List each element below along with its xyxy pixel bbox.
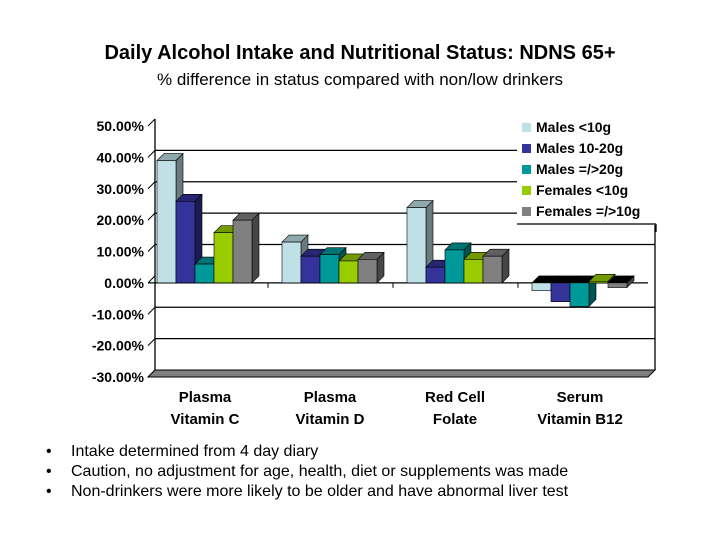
- y-tick-label: 40.00%: [97, 149, 145, 165]
- x-tick-label: Plasma: [304, 389, 357, 406]
- legend-swatch: [522, 144, 531, 153]
- notes-list: • Intake determined from 4 day diary • Cau…: [46, 442, 568, 502]
- bar-front: [357, 259, 378, 284]
- y-tick-label: 30.00%: [97, 181, 145, 197]
- y-tick-label: -10.00%: [92, 306, 145, 322]
- note-text: Intake determined from 4 day diary: [71, 443, 319, 460]
- bar-front: [482, 255, 503, 284]
- y-tick-label: -20.00%: [92, 338, 145, 354]
- x-tick-label: Folate: [433, 411, 477, 428]
- x-tick-label: Plasma: [179, 389, 232, 406]
- bar: [357, 251, 385, 284]
- legend-label: Males <10g: [536, 119, 611, 135]
- bar-front: [569, 282, 590, 307]
- bar-front: [607, 282, 628, 288]
- chart-title: Daily Alcohol Intake and Nutritional Sta…: [104, 42, 616, 64]
- bar: [588, 273, 616, 284]
- bar-front: [444, 249, 465, 284]
- bar-front: [319, 254, 340, 284]
- y-tick: [147, 118, 156, 127]
- floor: [146, 369, 657, 378]
- bar: [607, 275, 635, 289]
- x-tick-label: Vitamin D: [296, 411, 365, 428]
- legend-label: Females =/>10g: [536, 203, 640, 219]
- y-tick: [147, 150, 156, 158]
- bar-front: [300, 255, 321, 284]
- bar-front: [550, 282, 571, 303]
- bar-front: [281, 241, 302, 284]
- x-tick-label: Vitamin C: [171, 411, 240, 428]
- note-item: • Intake determined from 4 day diary: [46, 442, 568, 462]
- bar-front: [425, 266, 446, 284]
- x-tick-label: Vitamin B12: [537, 411, 623, 428]
- bar: [482, 248, 510, 284]
- legend-label: Males 10-20g: [536, 140, 623, 156]
- bar-front: [531, 282, 552, 292]
- bar: [232, 212, 260, 284]
- bar-front: [463, 259, 484, 284]
- y-tick: [147, 275, 156, 284]
- note-item: • Non-drinkers were more likely to be old…: [46, 482, 568, 502]
- legend-box: [517, 117, 656, 225]
- legend: Males <10g Males 10-20g Males =/>20g Female…: [517, 117, 657, 232]
- bar-front: [406, 207, 427, 284]
- bar-front: [232, 219, 253, 284]
- legend-label: Females <10g: [536, 182, 628, 198]
- bar: [175, 193, 203, 284]
- bullet: •: [46, 463, 52, 480]
- bar-front: [338, 260, 359, 284]
- y-tick-label: 10.00%: [97, 244, 145, 260]
- legend-swatch: [522, 186, 531, 195]
- bar-front: [213, 232, 234, 284]
- note-text: Caution, no adjustment for age, health, …: [71, 463, 569, 480]
- bar-side: [251, 212, 260, 284]
- bullet: •: [46, 483, 52, 500]
- y-tick: [147, 244, 156, 252]
- y-tick-label: 0.00%: [104, 275, 144, 291]
- legend-label: Males =/>20g: [536, 161, 623, 177]
- y-tick-label: -30.00%: [92, 369, 145, 385]
- legend-swatch: [522, 207, 531, 216]
- y-tick-label: 20.00%: [97, 212, 145, 228]
- y-tick: [147, 338, 156, 346]
- chart-subtitle: % difference in status compared with non…: [157, 70, 563, 89]
- x-tick-label: Serum: [557, 389, 604, 406]
- y-tick: [147, 181, 156, 190]
- legend-swatch: [522, 123, 531, 132]
- bullet: •: [46, 443, 52, 460]
- bar-front: [175, 201, 196, 284]
- note-item: • Caution, no adjustment for age, health,…: [46, 462, 568, 482]
- y-tick: [147, 306, 156, 315]
- bar-front: [156, 160, 177, 284]
- bar-front: [194, 263, 215, 284]
- y-tick-label: 50.00%: [97, 118, 145, 134]
- note-text: Non-drinkers were more likely to be olde…: [71, 483, 569, 500]
- x-tick-label: Red Cell: [425, 389, 485, 406]
- y-tick: [147, 212, 156, 221]
- bar-front: [588, 281, 609, 284]
- legend-swatch: [522, 165, 531, 174]
